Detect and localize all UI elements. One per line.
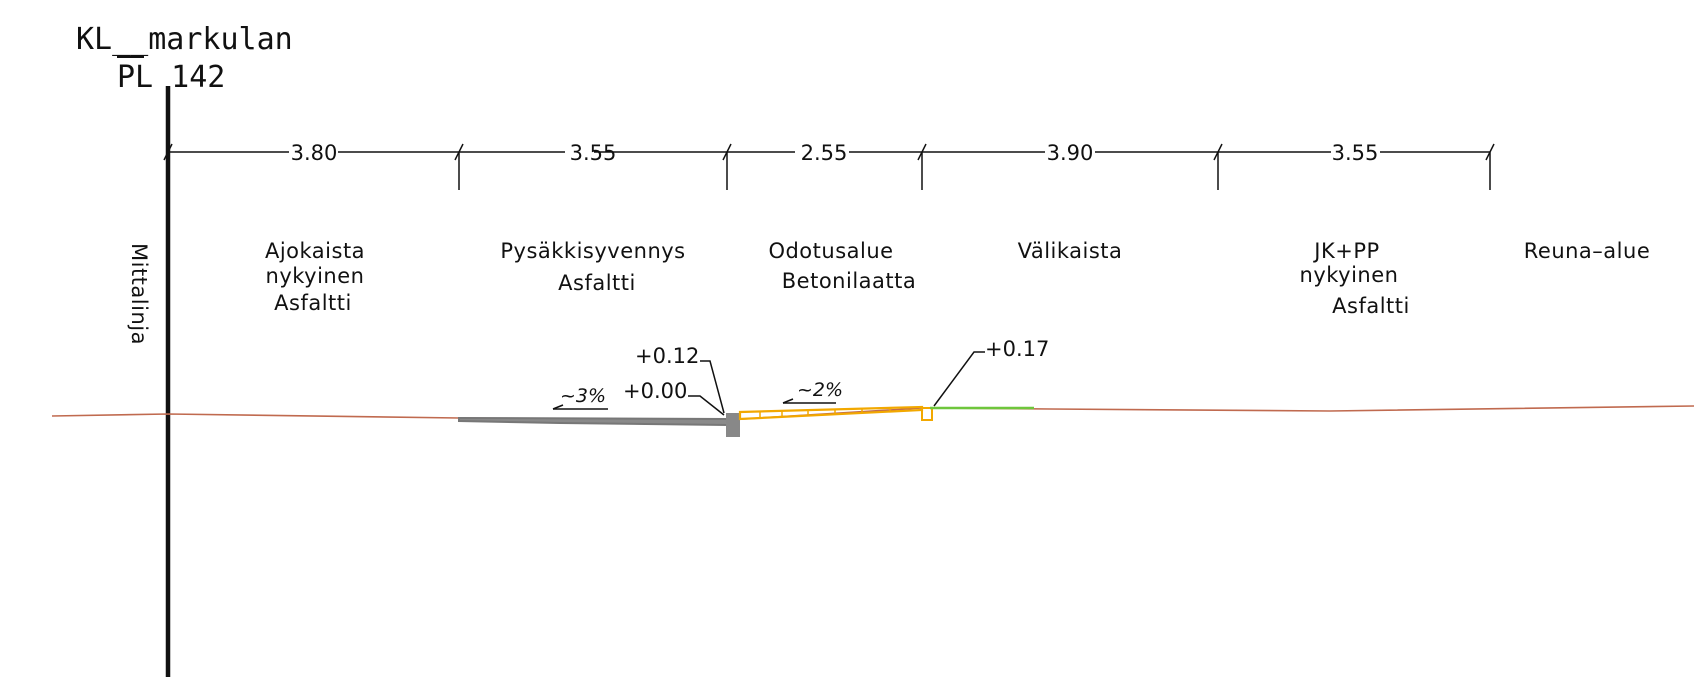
dimension-value: 3.55 [570, 141, 617, 165]
elevation-callouts: +0.12 +0.00 +0.17 [623, 337, 1049, 416]
area-label-line: Reuna–alue [1524, 239, 1651, 263]
dim-tick [163, 143, 173, 161]
slope-annotations: ~3% ~2% [552, 379, 843, 410]
slope-label: ~2% [797, 379, 843, 401]
area-label-line: Asfaltti [558, 271, 636, 295]
area-label-line: Pysäkkisyvennys [500, 239, 685, 263]
slope-arrowhead [782, 398, 794, 404]
area-label-line: Asfaltti [1332, 294, 1410, 318]
dimension-value: 3.80 [291, 141, 338, 165]
station-label: PL 142 [117, 60, 225, 95]
dimension-value: 3.55 [1332, 141, 1379, 165]
dimension-chain: 3.80 3.55 2.55 3.90 3.55 [163, 141, 1495, 190]
area-label-line: Asfaltti [274, 291, 352, 315]
slope-label: ~3% [560, 385, 606, 407]
measure-line-label: Mittalinja [127, 243, 151, 345]
area-label-line: Välikaista [1018, 239, 1123, 263]
area-label-line: Betonilaatta [782, 269, 916, 293]
dim-tick [454, 143, 464, 161]
elevation-label: +0.17 [985, 337, 1049, 361]
dim-tick [1485, 143, 1495, 161]
concrete-slab [738, 405, 933, 421]
area-labels: Ajokaista nykyinen Asfaltti Pysäkkisyven… [265, 239, 1650, 318]
area-label-line: Odotusalue [768, 239, 893, 263]
dimension-value: 2.55 [801, 141, 848, 165]
dimension-value: 3.90 [1047, 141, 1094, 165]
slab-edge-block [921, 407, 933, 421]
elevation-label: +0.00 [623, 379, 687, 403]
dim-tick [1213, 143, 1223, 161]
area-label-line: nykyinen [266, 264, 365, 288]
elevation-leader [933, 351, 985, 407]
elevation-leader [688, 395, 725, 416]
slope-arrowhead [552, 404, 564, 410]
area-label-line: JK+PP [1312, 239, 1379, 263]
elevation-leader [700, 360, 725, 414]
dim-tick [722, 143, 732, 161]
elevation-label: +0.12 [635, 344, 699, 368]
area-label-line: nykyinen [1300, 263, 1399, 287]
curb-block [726, 413, 740, 437]
asphalt-surface [458, 416, 728, 427]
dim-tick [917, 143, 927, 161]
area-label-line: Ajokaista [265, 239, 365, 263]
section-title: KL__markulan [76, 22, 293, 57]
